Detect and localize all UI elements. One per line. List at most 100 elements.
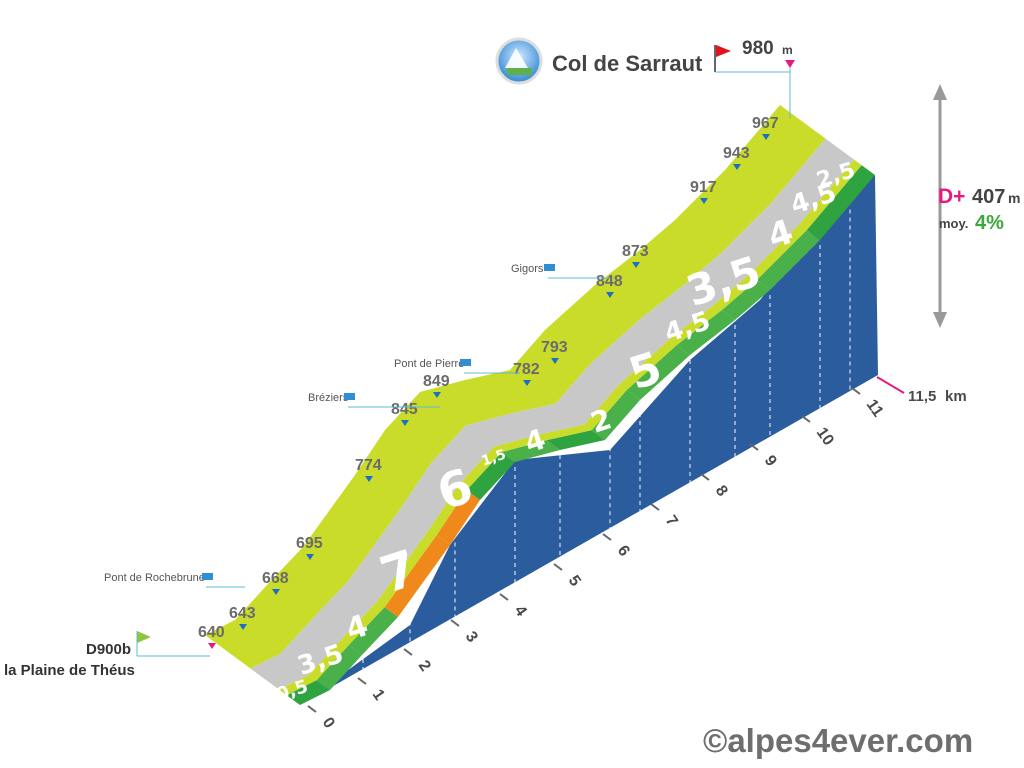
avg-label: moy. [939, 216, 968, 231]
km-tick: 11 [863, 397, 887, 421]
grade-segment [286, 680, 330, 705]
place-label: Bréziers [308, 392, 349, 404]
grade-segment [721, 280, 770, 320]
altitude-marker-icon [606, 292, 614, 298]
grade-segment [466, 452, 515, 500]
grade-label: 1,5 [479, 447, 508, 470]
altitude-marker-icon [239, 624, 247, 630]
profile-side-wall [300, 175, 878, 705]
altitude-marker-icon [762, 134, 770, 140]
distance-value: 11,5 [908, 388, 936, 405]
place-label: Gigors [511, 263, 544, 275]
km-tick-mark [307, 705, 317, 713]
summit-altitude: 980 [742, 38, 774, 59]
km-tick-mark [499, 593, 509, 601]
altitude-marker: 668 [262, 570, 289, 587]
altitude-marker-icon [433, 392, 441, 398]
km-tick: 2 [415, 658, 434, 675]
totals-box: D+ 407 m moy. 4% [938, 185, 1020, 234]
grade-segment [806, 165, 875, 240]
km-tick-mark [450, 619, 460, 627]
km-tick: 0 [319, 715, 338, 732]
km-tick-mark [749, 443, 759, 451]
altitude-marker-icon [523, 380, 531, 386]
altitude-marker-icon [208, 643, 216, 649]
place-icon [460, 359, 471, 366]
altitude-marker-icon [365, 476, 373, 482]
road-surface [250, 138, 855, 690]
road-rim [205, 105, 826, 669]
km-tick-mark [801, 415, 811, 423]
altitude-marker-icon [272, 589, 280, 595]
altitude-marker: 793 [541, 339, 568, 356]
km-tick: 7 [662, 513, 681, 530]
grade-segment [546, 430, 605, 450]
gain-label: D+ [938, 185, 965, 208]
km-tick: 8 [712, 483, 731, 500]
altitude-marker: 849 [423, 373, 450, 390]
grade-segment [676, 310, 735, 355]
summit-header: Col de Sarraut 980 m [495, 37, 795, 118]
grade-segment [626, 345, 690, 400]
altitude-marker: 917 [690, 179, 717, 196]
km-tick: 3 [462, 629, 481, 646]
grade-segment [756, 230, 820, 290]
km-tick-mark [553, 563, 563, 571]
km-tick: 9 [761, 453, 780, 470]
altitude-marker: 640 [198, 624, 225, 641]
km-tick: 10 [813, 425, 837, 449]
place-label: Pont de Pierre [394, 358, 464, 370]
distance-label: 11,5 km [876, 376, 967, 405]
altitude-marker: 782 [513, 361, 540, 378]
place-icon [344, 393, 355, 400]
altitude-marker: 695 [296, 535, 323, 552]
summit-unit: m [782, 43, 793, 57]
km-tick: 1 [369, 687, 388, 704]
place-icon [544, 264, 555, 271]
grade-segment [501, 440, 560, 462]
altitude-marker: 943 [723, 145, 750, 162]
altitude-marker-icon [551, 358, 559, 364]
km-tick-mark [650, 503, 660, 511]
altitude-marker: 643 [229, 605, 256, 622]
km-tick-mark [851, 387, 861, 395]
avg-value: 4% [975, 212, 1004, 234]
altitude-marker-icon [306, 554, 314, 560]
grade-segment [316, 645, 362, 690]
start-road: D900b [86, 641, 131, 658]
watermark: ©alpes4ever.com [703, 722, 973, 759]
grade-segment [384, 535, 450, 617]
start-label: D900b la Plaine de Théus [4, 631, 210, 679]
km-tick: 6 [614, 543, 633, 560]
start-place: la Plaine de Théus [4, 662, 135, 679]
km-tick-mark [403, 648, 413, 656]
start-flag-icon [137, 631, 151, 643]
grade-segment [348, 607, 398, 655]
distance-unit: km [945, 388, 967, 405]
gain-unit: m [1008, 190, 1020, 206]
grade-segment [436, 490, 480, 545]
altitude-marker-icon [700, 198, 708, 204]
altitude-marker-icon [401, 420, 409, 426]
summit-marker-icon [785, 60, 795, 68]
elevation-gain-arrow [933, 84, 947, 328]
km-tick: 5 [565, 573, 584, 590]
altitude-marker-icon [733, 164, 741, 170]
gain-value: 407 [972, 186, 1005, 208]
place-icon [202, 573, 213, 580]
grade-segment [591, 390, 640, 440]
place-label: Pont de Rochebrune [104, 572, 205, 584]
km-tick-mark [357, 677, 367, 685]
altitude-marker: 774 [355, 457, 382, 474]
flag-icon [716, 45, 731, 57]
altitude-marker: 873 [622, 243, 649, 260]
km-tick-mark [700, 473, 710, 481]
altitude-marker: 848 [596, 273, 623, 290]
km-tick-mark [602, 533, 612, 541]
summit-name: Col de Sarraut [552, 51, 703, 76]
altitude-marker: 967 [752, 115, 779, 132]
altitude-marker: 845 [391, 401, 418, 418]
km-tick: 4 [511, 603, 530, 620]
altitude-marker-icon [632, 262, 640, 268]
